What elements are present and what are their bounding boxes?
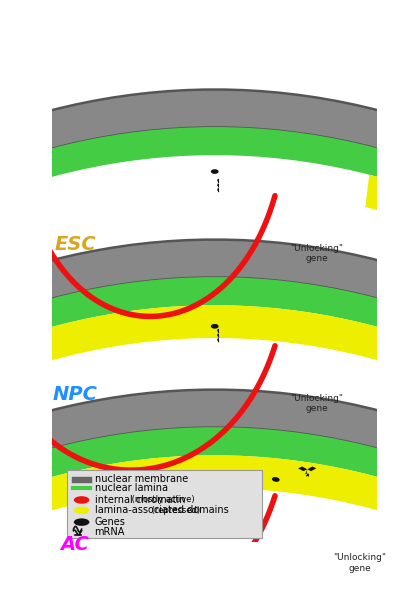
Ellipse shape <box>74 507 89 514</box>
Text: AC: AC <box>61 535 90 554</box>
Ellipse shape <box>74 496 89 504</box>
Polygon shape <box>0 90 419 609</box>
Ellipse shape <box>272 477 279 482</box>
Polygon shape <box>365 175 419 609</box>
Text: "Unlocking"
gene: "Unlocking" gene <box>290 394 343 414</box>
Text: Genes: Genes <box>95 517 125 527</box>
Ellipse shape <box>211 324 219 329</box>
Polygon shape <box>0 427 419 609</box>
Text: (mostly active): (mostly active) <box>129 496 195 504</box>
Ellipse shape <box>211 169 219 174</box>
Text: ESC: ESC <box>54 234 96 254</box>
Text: (repressed): (repressed) <box>149 505 200 515</box>
Text: nuclear membrane: nuclear membrane <box>95 474 188 484</box>
Polygon shape <box>0 127 419 609</box>
Text: internal chromatin: internal chromatin <box>95 495 185 505</box>
Text: "Unlocking"
gene: "Unlocking" gene <box>333 554 386 572</box>
Polygon shape <box>305 470 309 477</box>
Ellipse shape <box>74 518 89 526</box>
Polygon shape <box>298 466 307 471</box>
Text: nuclear lamina: nuclear lamina <box>95 483 168 493</box>
Polygon shape <box>0 456 419 609</box>
FancyBboxPatch shape <box>67 470 262 538</box>
Text: mRNA: mRNA <box>95 527 125 538</box>
Text: lamina-associated domains: lamina-associated domains <box>95 505 228 515</box>
Text: NPC: NPC <box>53 385 98 404</box>
Polygon shape <box>0 305 419 609</box>
Polygon shape <box>0 239 419 609</box>
Text: "Unlocking"
gene: "Unlocking" gene <box>290 244 343 263</box>
Polygon shape <box>0 390 419 609</box>
Polygon shape <box>0 277 419 609</box>
Polygon shape <box>307 466 316 471</box>
